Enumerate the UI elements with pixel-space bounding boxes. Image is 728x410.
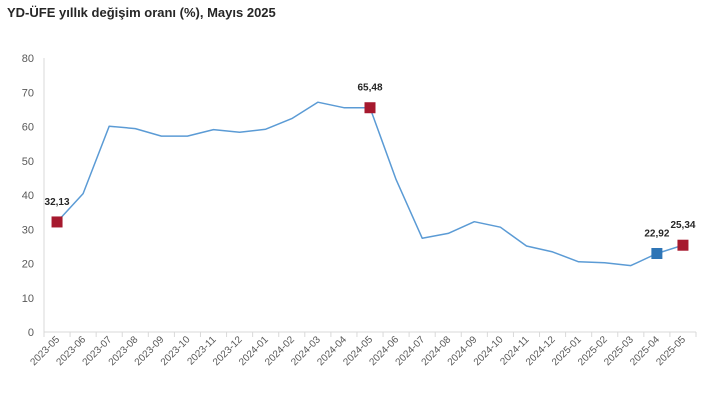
y-tick-label: 0 bbox=[28, 327, 34, 339]
data-label: 65,48 bbox=[357, 83, 382, 94]
data-label: 25,34 bbox=[670, 220, 695, 231]
chart-title: YD-ÜFE yıllık değişim oranı (%), Mayıs 2… bbox=[7, 5, 276, 20]
data-label: 22,92 bbox=[644, 228, 669, 239]
series-line bbox=[56, 101, 684, 267]
data-point-marker bbox=[364, 102, 376, 114]
y-tick-label: 10 bbox=[22, 293, 34, 305]
y-tick-label: 80 bbox=[22, 53, 34, 65]
y-tick-label: 30 bbox=[22, 224, 34, 236]
y-tick-label: 40 bbox=[22, 190, 34, 202]
data-point-marker bbox=[677, 239, 689, 251]
data-point-marker bbox=[51, 216, 63, 228]
y-tick-label: 60 bbox=[22, 122, 34, 134]
y-tick-label: 70 bbox=[22, 87, 34, 99]
y-tick-label: 50 bbox=[22, 156, 34, 168]
data-point-marker bbox=[651, 247, 663, 259]
y-tick-label: 20 bbox=[22, 259, 34, 271]
data-label: 32,13 bbox=[45, 197, 70, 208]
x-tick-label: 2025-05 bbox=[654, 334, 688, 368]
